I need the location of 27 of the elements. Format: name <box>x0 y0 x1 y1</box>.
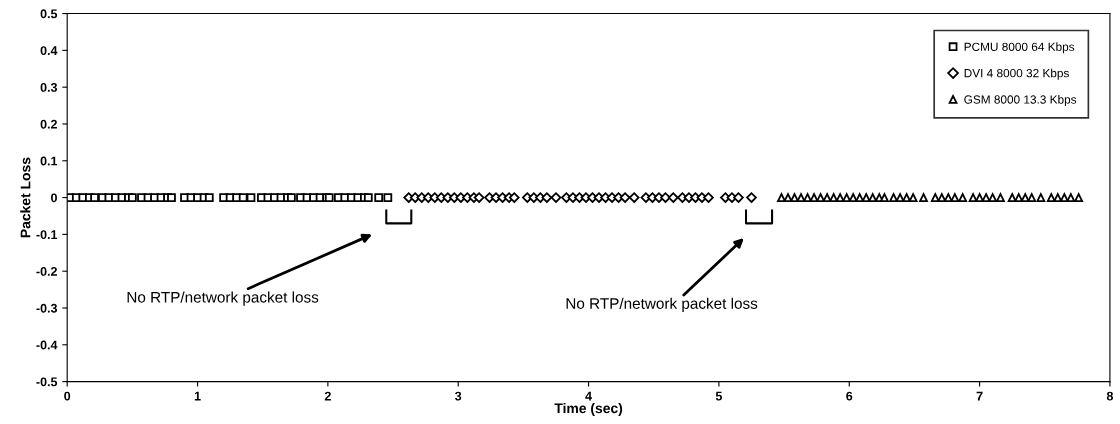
y-tick-label: 0.1 <box>40 156 58 166</box>
x-tick-label: 7 <box>976 391 983 401</box>
x-tick-label: 8 <box>1106 391 1114 401</box>
annotation: No RTP/network packet loss <box>127 291 319 306</box>
x-tick-label: 2 <box>324 391 331 401</box>
annotation: No RTP/network packet loss <box>566 297 758 312</box>
y-tick-label: 0.5 <box>40 9 58 19</box>
x-tick-label: 4 <box>585 391 592 401</box>
y-tick-label: 0.4 <box>40 46 58 56</box>
x-tick-label: 6 <box>846 391 853 401</box>
y-axis-title: Packet Loss <box>20 157 31 238</box>
x-axis-title: Time (sec) <box>554 402 623 416</box>
legend-label: GSM 8000 13.3 Kbps <box>964 95 1077 107</box>
y-tick-label: -0.2 <box>36 266 57 276</box>
legend-label: DVI 4 8000 32 Kbps <box>964 68 1069 80</box>
y-tick-label: -0.1 <box>36 230 58 240</box>
x-tick-label: 1 <box>194 391 201 401</box>
x-tick-label: 0 <box>64 391 71 401</box>
y-tick-label: -0.3 <box>36 303 58 313</box>
x-tick-label: 3 <box>455 391 462 401</box>
x-tick-label: 5 <box>715 391 723 401</box>
y-tick-label: -0.4 <box>36 340 58 350</box>
y-tick-label: 0.3 <box>40 82 58 92</box>
y-tick-label: 0 <box>51 193 57 203</box>
y-tick-label: -0.5 <box>36 377 58 387</box>
legend-label: PCMU 8000 64 Kbps <box>964 42 1075 54</box>
y-tick-label: 0.2 <box>40 119 57 129</box>
